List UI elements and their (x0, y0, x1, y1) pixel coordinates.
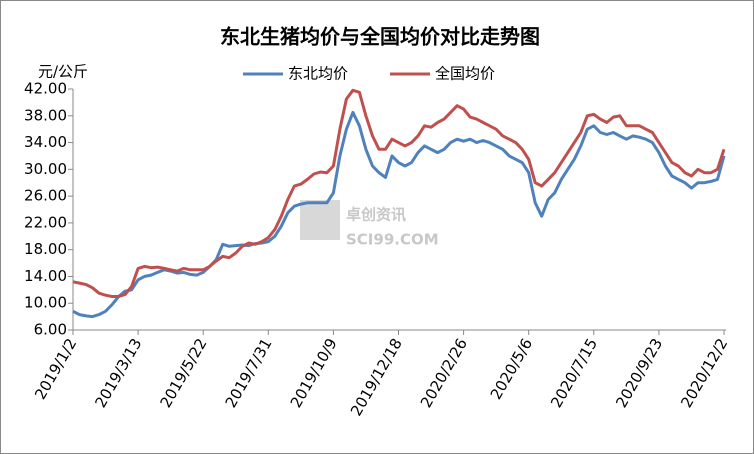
y-tick-label: 18.00 (24, 240, 67, 258)
y-tick-label: 6.00 (34, 321, 67, 339)
y-tick-label: 34.00 (24, 133, 67, 151)
watermark: 卓创资讯 (346, 206, 406, 224)
chart-title: 东北生猪均价与全国均价对比走势图 (220, 25, 540, 49)
y-tick-label: 26.00 (24, 187, 67, 205)
series-line (72, 110, 726, 319)
y-axis-label: 元/公斤 (38, 63, 88, 81)
y-tick-label: 14.00 (24, 267, 67, 285)
y-tick-label: 10.00 (24, 294, 67, 312)
watermark-logo (300, 200, 340, 240)
y-tick-label: 38.00 (24, 106, 67, 124)
legend-label: 全国均价 (435, 65, 495, 83)
y-tick-label: 30.00 (24, 160, 67, 178)
watermark: SCI99.COM (346, 231, 439, 249)
legend-label: 东北均价 (288, 65, 348, 83)
y-tick-label: 22.00 (24, 213, 67, 231)
y-tick-label: 42.00 (24, 80, 67, 98)
series-line (72, 88, 726, 298)
